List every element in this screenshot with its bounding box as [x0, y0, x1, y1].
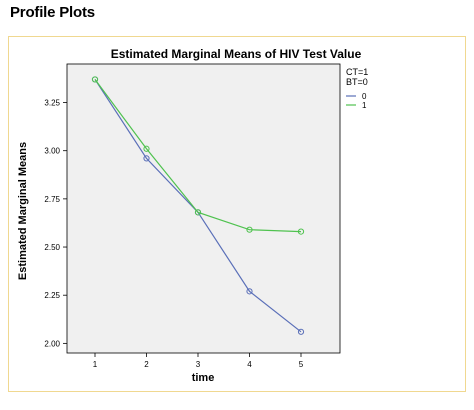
y-tick-label: 3.25 — [44, 99, 60, 108]
y-tick-label: 2.00 — [44, 339, 60, 348]
legend-header: BT=0 — [346, 77, 368, 87]
data-point-series-0 — [297, 328, 305, 335]
page-title: Profile Plots — [10, 4, 95, 21]
data-point-series-1 — [246, 226, 253, 233]
legend-header: CT=1 — [346, 67, 368, 77]
data-point-series-1 — [297, 228, 305, 235]
plot-area — [66, 63, 341, 354]
y-tick-label: 2.75 — [44, 195, 60, 204]
legend-label: 1 — [362, 101, 367, 110]
x-tick-label: 2 — [144, 360, 149, 369]
data-point-series-1 — [143, 145, 150, 152]
x-tick-label: 1 — [93, 360, 98, 369]
data-point-series-1 — [194, 209, 202, 216]
chart-title: Estimated Marginal Means of HIV Test Val… — [111, 47, 362, 61]
x-tick-label: 4 — [247, 360, 252, 369]
legend: CT=1BT=0 01 — [346, 67, 368, 110]
y-tick-label: 3.00 — [44, 147, 60, 156]
y-tick-label: 2.50 — [44, 243, 60, 252]
data-point-series-0 — [246, 288, 253, 295]
data-point-series-1 — [91, 76, 99, 83]
legend-label: 0 — [362, 92, 367, 101]
x-tick-label: 5 — [299, 360, 304, 369]
x-tick-label: 3 — [196, 360, 201, 369]
series-layer — [91, 76, 305, 335]
y-axis-label: Estimated Marginal Means — [17, 142, 29, 280]
series-line-1 — [94, 79, 302, 233]
x-axis-label: time — [192, 372, 215, 384]
y-axis: 2.00 2.25 2.50 2.75 3.00 3.25 — [44, 99, 67, 348]
x-axis: 1 2 3 4 5 — [93, 353, 304, 369]
y-tick-label: 2.25 — [44, 291, 60, 300]
data-point-series-0 — [143, 155, 150, 162]
